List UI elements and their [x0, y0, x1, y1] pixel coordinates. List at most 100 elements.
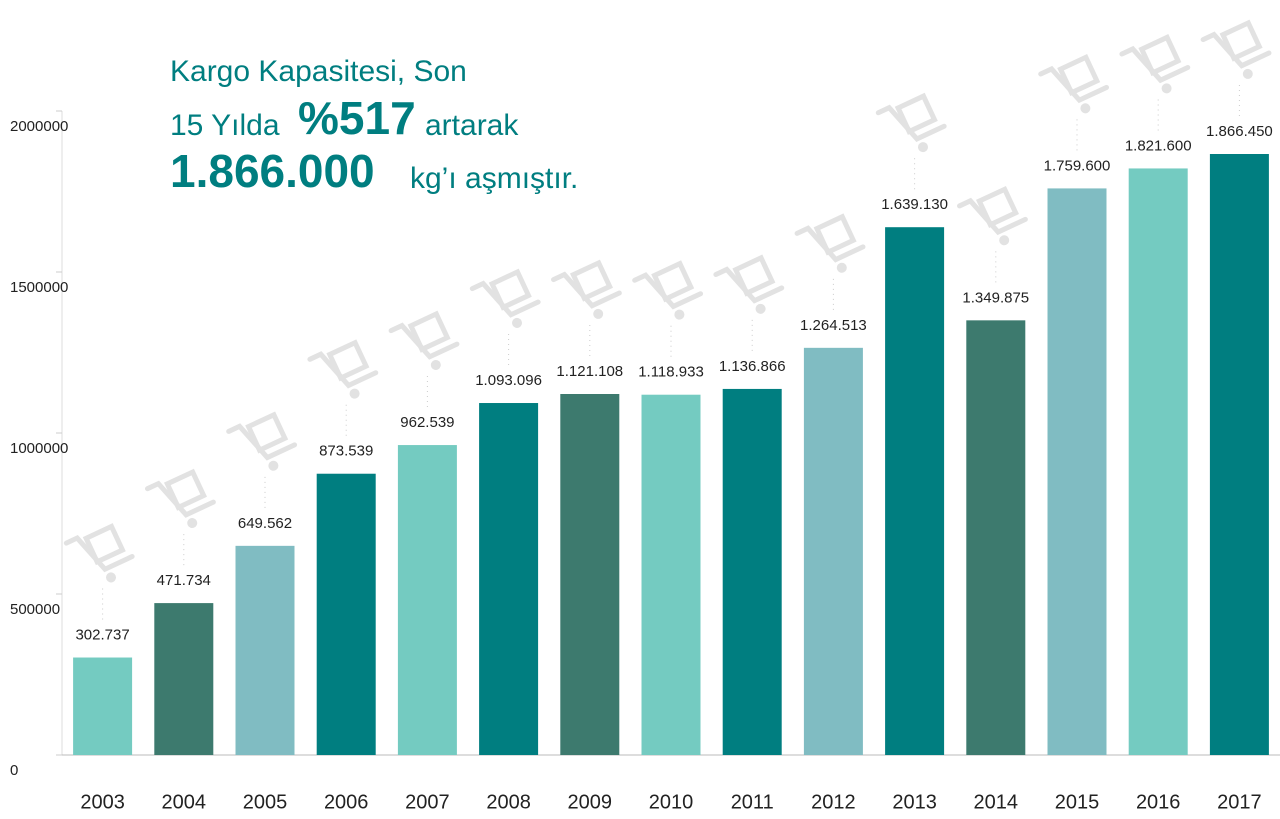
cart-wheel — [511, 317, 522, 328]
cart-icon — [1038, 54, 1110, 114]
cart-icon — [713, 254, 785, 314]
x-tick-label: 2005 — [243, 791, 288, 813]
bar — [1047, 188, 1107, 755]
cart-box — [407, 310, 451, 353]
x-tick-label: 2010 — [649, 791, 694, 813]
cart-wheel — [1080, 103, 1091, 114]
value-label: 1.866.450 — [1206, 123, 1273, 140]
title-highlight: %517 — [298, 92, 416, 144]
x-tick-label: 2006 — [324, 791, 369, 813]
bar — [316, 473, 376, 755]
cart-box — [326, 339, 370, 382]
x-tick-label: 2016 — [1136, 791, 1181, 813]
cart-icon — [551, 259, 622, 319]
x-tick-label: 2008 — [486, 791, 531, 813]
bar — [966, 320, 1026, 755]
cart-box — [732, 254, 776, 297]
cart-wheel — [999, 235, 1010, 246]
title-highlight: 1.866.000 — [170, 145, 375, 197]
cart-box — [488, 268, 532, 311]
cart-box — [245, 411, 289, 454]
cart-box — [163, 468, 208, 511]
cart-icon — [145, 468, 216, 529]
title-line: 15 Yılda — [170, 109, 280, 142]
y-tick-label: 1500000 — [10, 279, 68, 296]
cart-wheel — [187, 518, 198, 529]
bar — [397, 445, 457, 755]
bar — [885, 227, 945, 755]
cart-box — [813, 213, 857, 256]
cart-box — [1057, 54, 1101, 97]
title-line: Kargo Kapasitesi, Son — [170, 55, 467, 88]
value-label: 1.264.513 — [800, 317, 867, 334]
value-label: 649.562 — [238, 515, 292, 532]
value-label: 1.136.866 — [719, 358, 786, 375]
cart-wheel — [430, 359, 441, 370]
value-label: 962.539 — [400, 414, 454, 431]
cart-icon — [1200, 19, 1272, 79]
cart-wheel — [836, 262, 847, 273]
cart-wheel — [674, 309, 685, 320]
x-tick-label: 2012 — [811, 791, 856, 813]
bar — [803, 347, 863, 755]
cart-wheel — [105, 572, 116, 583]
cart-icon — [1119, 34, 1191, 94]
cart-icon — [469, 268, 541, 328]
x-tick-label: 2017 — [1217, 791, 1262, 813]
y-tick-label: 2000000 — [10, 118, 68, 135]
cart-wheel — [1161, 83, 1172, 94]
value-label: 1.349.875 — [962, 289, 1029, 306]
value-label: 1.821.600 — [1125, 137, 1192, 154]
cart-wheel — [593, 308, 604, 319]
x-tick-label: 2009 — [568, 791, 613, 813]
cart-wheel — [1242, 68, 1253, 79]
cart-icon — [875, 92, 947, 153]
title-line: kg’ı aşmıştır. — [410, 162, 578, 195]
bar — [560, 394, 620, 755]
bar — [722, 388, 782, 755]
bar — [73, 657, 133, 755]
bar — [235, 545, 295, 755]
x-tick-label: 2011 — [731, 791, 774, 813]
x-tick-label: 2007 — [405, 791, 450, 813]
bar — [154, 603, 214, 755]
x-tick-label: 2003 — [80, 791, 125, 813]
y-tick-label: 500000 — [10, 601, 60, 618]
value-label: 1.118.933 — [638, 364, 704, 381]
x-tick-label: 2015 — [1055, 791, 1100, 813]
cart-icon — [226, 411, 298, 471]
y-tick-label: 1000000 — [10, 440, 68, 457]
cart-box — [651, 260, 695, 303]
x-tick-label: 2013 — [892, 791, 937, 813]
value-label: 1.759.600 — [1044, 157, 1111, 174]
cart-icon — [63, 523, 135, 583]
cart-box — [82, 523, 126, 566]
cart-icon — [388, 310, 460, 370]
bar — [1209, 154, 1269, 755]
cart-wheel — [268, 460, 279, 471]
cart-icon — [307, 339, 379, 399]
bar — [641, 394, 701, 755]
value-label: 471.734 — [157, 572, 211, 589]
cart-wheel — [755, 303, 766, 314]
bar — [1128, 168, 1188, 755]
x-tick-label: 2004 — [162, 791, 207, 813]
value-label: 302.737 — [75, 626, 129, 643]
value-label: 873.539 — [319, 443, 373, 460]
cart-box — [1219, 19, 1263, 62]
cart-box — [1138, 34, 1182, 77]
cart-wheel — [349, 388, 360, 399]
cart-box — [894, 92, 938, 135]
value-label: 1.093.096 — [475, 372, 542, 389]
cart-box — [975, 185, 1020, 228]
bar — [479, 403, 539, 755]
cart-icon — [957, 185, 1028, 246]
cart-box — [569, 259, 614, 302]
x-tick-label: 2014 — [974, 791, 1019, 813]
cart-icon — [632, 260, 704, 320]
value-label: 1.121.108 — [556, 363, 623, 380]
title-line: artarak — [425, 109, 519, 142]
value-label: 1.639.130 — [881, 196, 948, 213]
cart-icon — [794, 213, 866, 273]
